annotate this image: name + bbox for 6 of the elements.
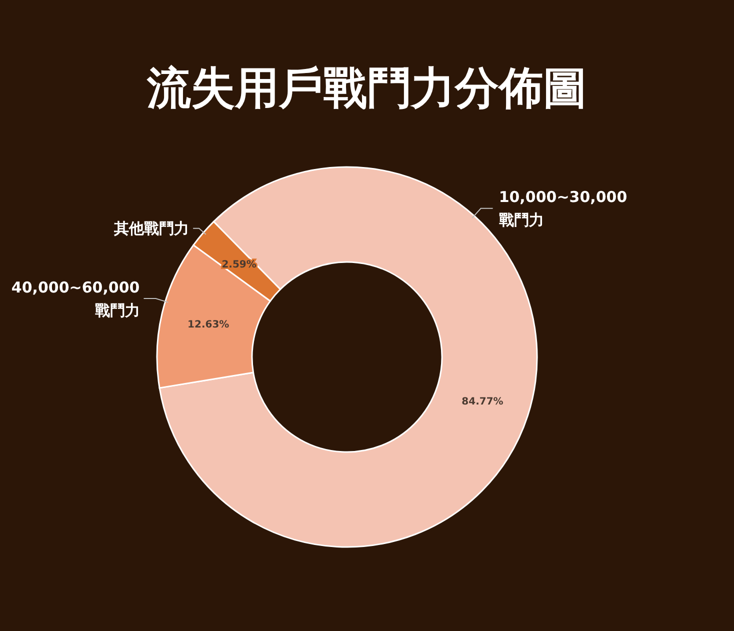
slice-label: 其他戰鬥力 [113,220,190,238]
data-label: 84.77% [462,396,504,408]
slice-label: 10,000~30,000 戰鬥力 [498,188,628,230]
slice-label: 40,000~60,000 戰鬥力 [11,278,140,320]
data-label: 12.63% [188,320,230,331]
chart-title: 流失用戶戰鬥力分佈圖 [146,63,587,114]
